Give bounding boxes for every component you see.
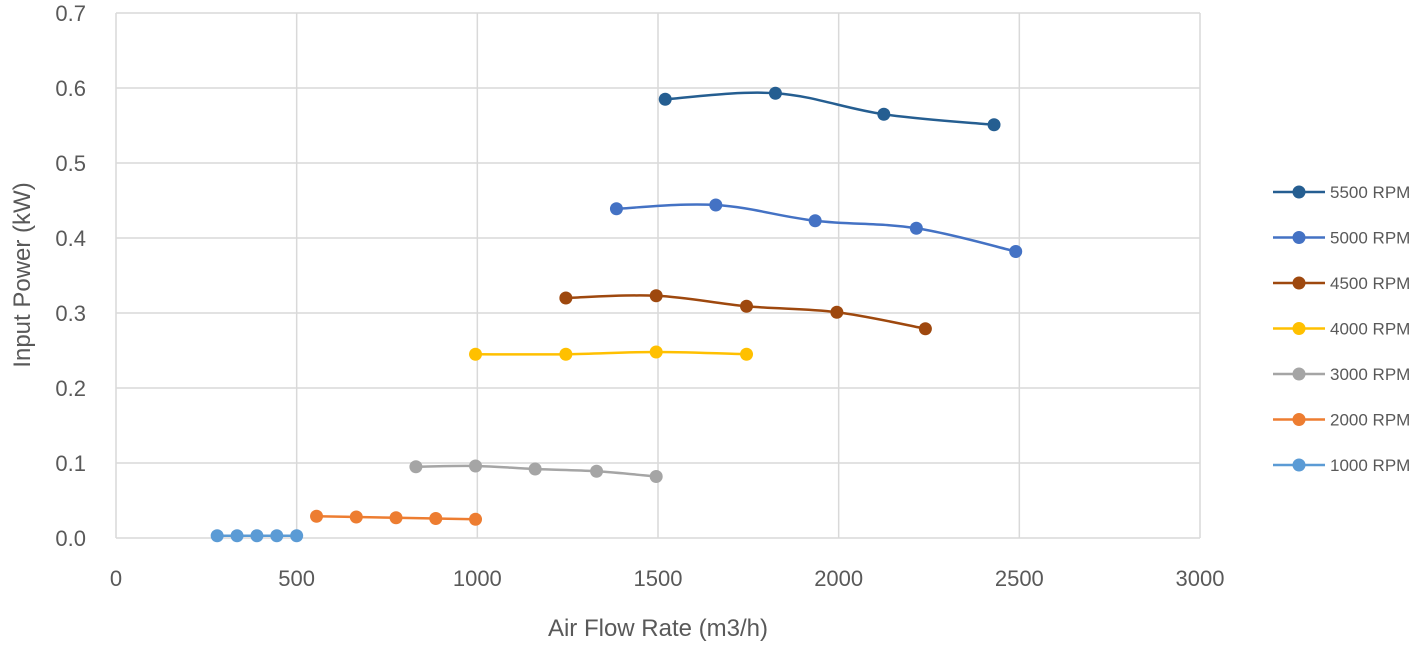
data-point — [290, 529, 304, 543]
data-point — [469, 347, 483, 361]
data-point — [658, 92, 672, 106]
data-point — [909, 221, 923, 235]
series-2000-rpm — [310, 509, 483, 526]
series-line — [665, 91, 995, 126]
legend-label: 5000 RPM — [1330, 229, 1410, 248]
data-point — [709, 198, 723, 212]
x-tick-label: 2000 — [814, 566, 863, 591]
legend-item: 4500 RPM — [1273, 274, 1410, 293]
data-point — [768, 86, 782, 100]
legend-item: 4000 RPM — [1273, 320, 1410, 339]
data-point — [877, 107, 891, 121]
y-tick-label: 0.4 — [55, 226, 86, 251]
y-tick-label: 0.6 — [55, 76, 86, 101]
data-point — [649, 470, 663, 483]
series-3000-rpm — [409, 459, 663, 483]
data-point — [649, 289, 663, 303]
data-point — [590, 464, 604, 478]
legend-label: 4500 RPM — [1330, 274, 1410, 293]
data-point — [559, 347, 573, 361]
y-tick-label: 0.7 — [55, 1, 86, 26]
legend-label: 5500 RPM — [1330, 183, 1410, 202]
x-tick-label: 1500 — [634, 566, 683, 591]
legend-marker — [1292, 413, 1306, 426]
data-point — [389, 511, 403, 525]
x-tick-label: 500 — [278, 566, 315, 591]
data-point — [310, 509, 324, 523]
data-point — [210, 529, 224, 543]
legend-item: 5000 RPM — [1273, 229, 1410, 248]
legend-item: 3000 RPM — [1273, 365, 1410, 384]
y-tick-label: 0.5 — [55, 151, 86, 176]
y-tick-label: 0.2 — [55, 376, 86, 401]
data-point — [1009, 245, 1023, 258]
gridlines — [115, 12, 1201, 539]
data-point — [649, 345, 663, 359]
legend-item: 1000 RPM — [1273, 456, 1410, 475]
legend-label: 1000 RPM — [1330, 456, 1410, 475]
legend-marker — [1292, 276, 1306, 290]
data-point — [528, 462, 542, 476]
y-tick-label: 0.0 — [55, 526, 86, 551]
legend: 5500 RPM 5000 RPM 4500 RPM 4000 RPM 3000 RPM… — [1273, 183, 1410, 475]
series-5500-rpm — [658, 86, 1001, 132]
data-point — [609, 202, 623, 216]
series-1000-rpm — [210, 529, 304, 543]
data-point — [559, 291, 573, 305]
data-point — [469, 459, 483, 473]
x-tick-label: 2500 — [995, 566, 1044, 591]
data-point — [740, 299, 754, 313]
y-axis-label: Input Power (kW) — [9, 182, 36, 367]
legend-item: 5500 RPM — [1273, 183, 1410, 202]
data-point — [469, 512, 483, 526]
x-tick-label: 1000 — [453, 566, 502, 591]
legend-label: 4000 RPM — [1330, 320, 1410, 339]
x-tick-label: 0 — [110, 566, 122, 591]
data-point — [987, 118, 1001, 132]
legend-marker — [1292, 322, 1306, 335]
legend-label: 3000 RPM — [1330, 365, 1410, 384]
data-point — [270, 529, 284, 543]
legend-label: 2000 RPM — [1330, 411, 1410, 430]
legend-item: 2000 RPM — [1273, 411, 1410, 430]
series-line — [616, 203, 1017, 253]
data-point — [740, 347, 754, 361]
legend-marker — [1292, 458, 1306, 472]
data-point — [830, 305, 844, 319]
data-series — [210, 86, 1023, 543]
legend-marker — [1292, 367, 1306, 381]
data-point — [808, 214, 822, 228]
series-4500-rpm — [559, 289, 932, 336]
data-point — [250, 529, 264, 543]
data-point — [349, 510, 363, 524]
series-4000-rpm — [469, 345, 754, 361]
series-5000-rpm — [609, 198, 1023, 258]
y-tick-label: 0.1 — [55, 451, 86, 476]
y-axis-ticks: 0.0 0.1 0.2 0.3 0.4 0.5 0.6 0.7 — [55, 1, 86, 551]
x-axis-ticks: 0 500 1000 1500 2000 2500 3000 — [110, 566, 1225, 591]
data-point — [230, 529, 244, 543]
data-point — [409, 460, 423, 474]
legend-marker — [1292, 185, 1306, 199]
x-axis-label: Air Flow Rate (m3/h) — [548, 615, 768, 642]
y-tick-label: 0.3 — [55, 301, 86, 326]
series-line — [475, 350, 747, 356]
legend-marker — [1292, 231, 1306, 244]
x-tick-label: 3000 — [1176, 566, 1225, 591]
data-point — [429, 512, 443, 525]
data-point — [918, 322, 932, 336]
